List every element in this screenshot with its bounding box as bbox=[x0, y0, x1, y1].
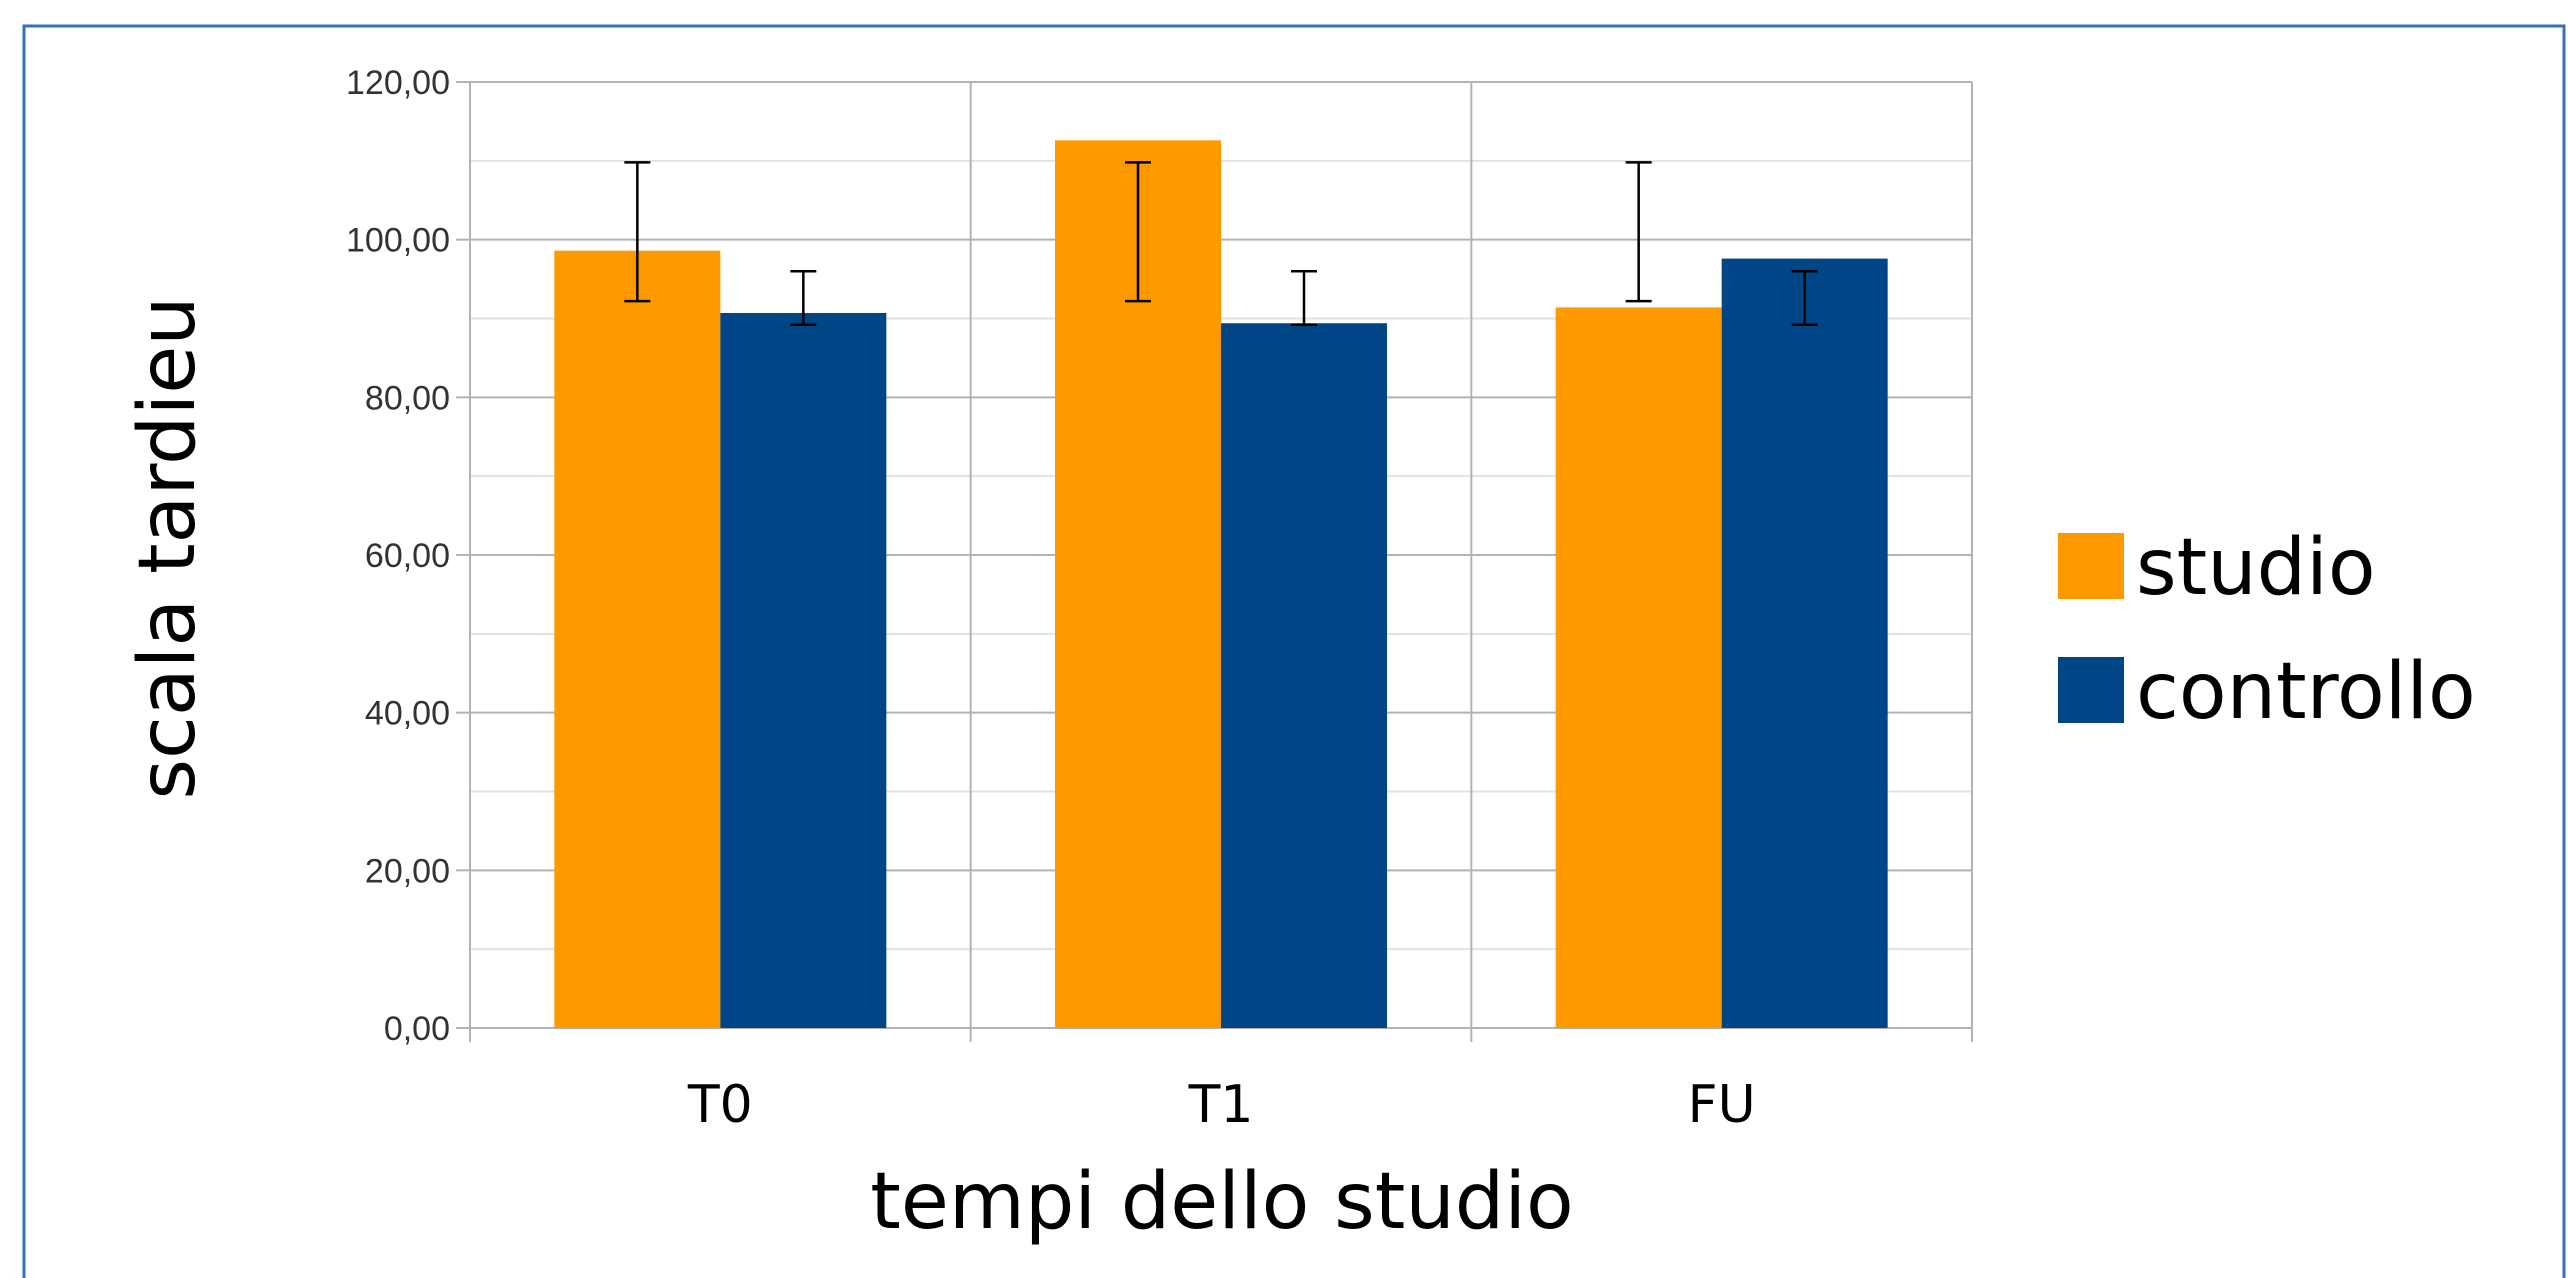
y-tick-label: 20,00 bbox=[365, 852, 450, 890]
y-tick-label: 60,00 bbox=[365, 537, 450, 575]
legend-swatch-studio bbox=[2058, 533, 2124, 599]
bar-controllo-T0 bbox=[720, 312, 887, 1028]
bar-controllo-T1 bbox=[1221, 323, 1387, 1029]
y-tick-label: 80,00 bbox=[365, 379, 450, 417]
y-tick-label: 0,00 bbox=[384, 1010, 450, 1048]
legend-label-controllo: controllo bbox=[2136, 647, 2476, 737]
legend: studio controllo bbox=[2058, 523, 2476, 737]
y-tick-label: 100,00 bbox=[346, 222, 450, 260]
x-tick-label: FU bbox=[1688, 1075, 1756, 1135]
errorbar-layer bbox=[624, 161, 1818, 327]
bars-layer bbox=[554, 140, 1888, 1029]
y-tick-label: 120,00 bbox=[346, 64, 450, 102]
bar-studio-T0 bbox=[554, 250, 721, 1028]
x-tick-label: T1 bbox=[1188, 1075, 1254, 1135]
x-tick-label: T0 bbox=[687, 1075, 753, 1135]
bar-controllo-FU bbox=[1721, 258, 1888, 1028]
x-axis-title: tempi dello studio bbox=[870, 1157, 1573, 1247]
y-tick-label: 40,00 bbox=[365, 695, 450, 733]
legend-label-studio: studio bbox=[2136, 523, 2376, 613]
ticks-layer: 0,00 20,00 40,00 60,00 80,00 100,00 120,00 T0 T1… bbox=[346, 64, 1756, 1135]
y-axis-title: scala tardieu bbox=[123, 296, 213, 799]
legend-swatch-controllo bbox=[2058, 657, 2124, 723]
bar-studio-FU bbox=[1555, 307, 1722, 1028]
